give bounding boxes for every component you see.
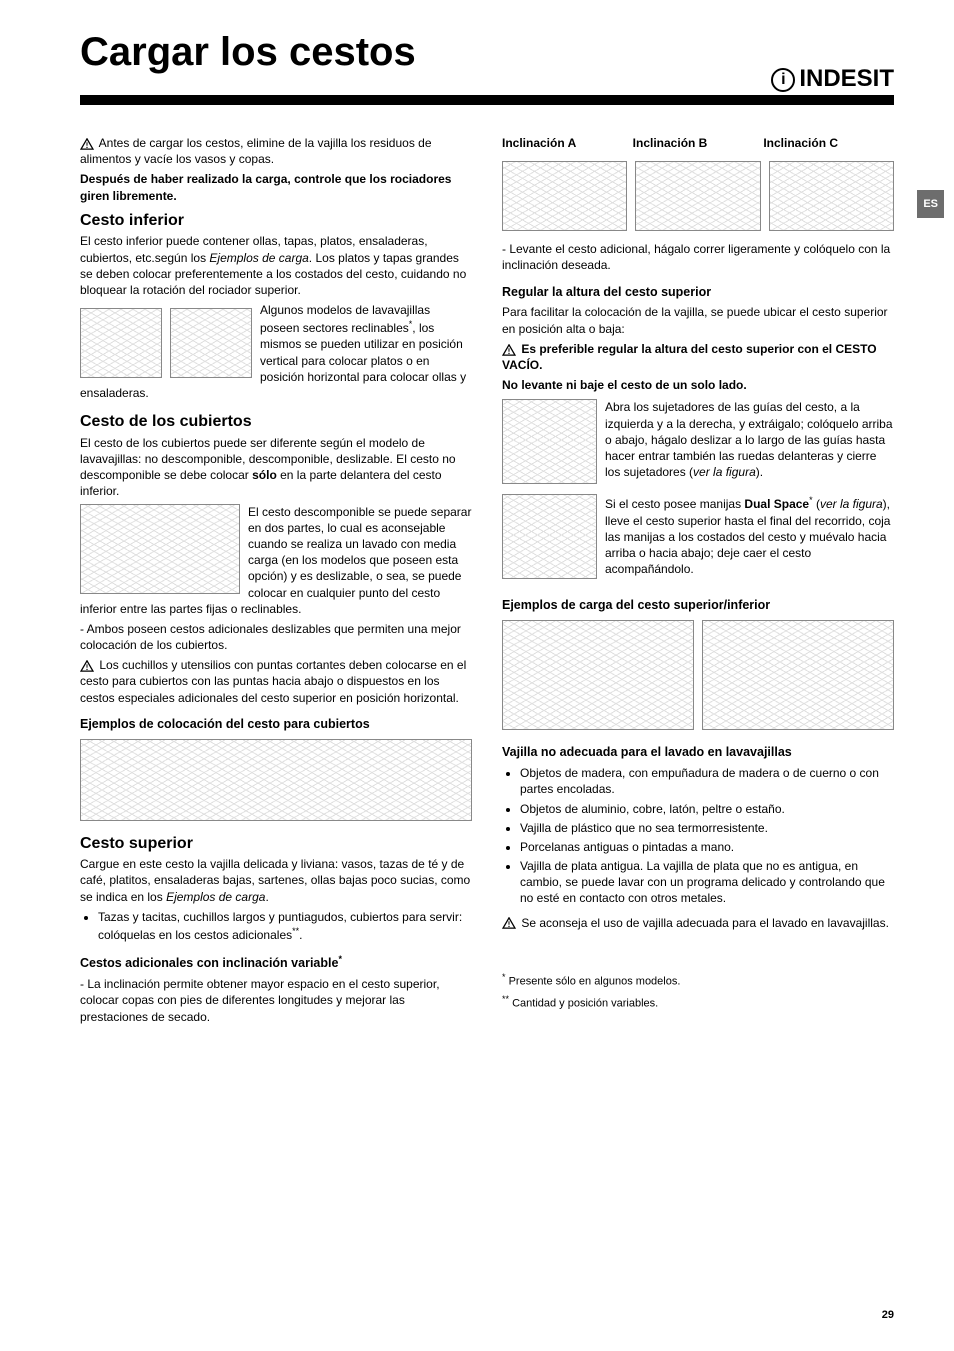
diagram-incline-a <box>502 161 627 231</box>
regular-text: Para facilitar la colocación de la vajil… <box>502 304 894 336</box>
warning-residuos: Antes de cargar los cestos, elimine de l… <box>80 135 472 167</box>
brand-logo: iINDESIT <box>771 65 894 93</box>
vajilla-item-1: Objetos de madera, con empuñadura de mad… <box>520 765 894 797</box>
diagram-carga-sup <box>502 620 694 730</box>
heading-vajilla-no-adecuada: Vajilla no adecuada para el lavado en la… <box>502 744 894 761</box>
incline-a-label: Inclinación A <box>502 135 633 151</box>
heading-ejemplos-cubiertos: Ejemplos de colocación del cesto para cu… <box>80 716 472 733</box>
heading-adicionales: Cestos adicionales con inclinación varia… <box>80 953 472 972</box>
footnotes: * Presente sólo en algunos modelos. ** C… <box>502 971 894 1012</box>
no-levante-text: No levante ni baje el cesto de un solo l… <box>502 377 894 393</box>
diagram-incline-c <box>769 161 894 231</box>
heading-ejemplos-carga: Ejemplos de carga del cesto superior/inf… <box>502 597 894 614</box>
cubiertos-p1: El cesto de los cubiertos puede ser dife… <box>80 435 472 500</box>
superior-bullet: Tazas y tacitas, cuchillos largos y punt… <box>98 909 472 943</box>
header-divider <box>80 95 894 105</box>
diagram-inferior-1 <box>80 308 162 378</box>
warning-vajilla: Se aconseja el uso de vajilla adecuada p… <box>502 915 894 931</box>
heading-cesto-superior: Cesto superior <box>80 833 472 855</box>
page-number: 29 <box>882 1309 894 1321</box>
vajilla-item-4: Porcelanas antiguas o pintadas a mano. <box>520 839 894 855</box>
heading-cesto-inferior: Cesto inferior <box>80 210 472 232</box>
diagram-carga-inf <box>702 620 894 730</box>
diagram-ejemplos-cubiertos <box>80 739 472 821</box>
diagram-cubiertos <box>80 504 240 594</box>
adicionales-text: - La inclinación permite obtener mayor e… <box>80 976 472 1025</box>
right-column: Inclinación A Inclinación B Inclinación … <box>502 135 894 1029</box>
diagram-dual-space <box>502 494 597 579</box>
cubiertos-p2: - Ambos poseen cestos adicionales desliz… <box>80 621 472 653</box>
warning-icon <box>502 917 516 929</box>
left-column: Antes de cargar los cestos, elimine de l… <box>80 135 472 1029</box>
vajilla-item-5: Vajilla de plata antigua. La vajilla de … <box>520 858 894 907</box>
incline-b-label: Inclinación B <box>633 135 764 151</box>
incline-text: - Levante el cesto adicional, hágalo cor… <box>502 241 894 273</box>
diagram-incline-b <box>635 161 760 231</box>
vajilla-item-2: Objetos de aluminio, cobre, latón, peltr… <box>520 801 894 817</box>
brand-icon: i <box>771 68 795 92</box>
warning-icon <box>502 344 516 356</box>
heading-regular-altura: Regular la altura del cesto superior <box>502 284 894 301</box>
warning-cuchillos: Los cuchillos y utensilios con puntas co… <box>80 657 472 706</box>
diagram-sujetadores <box>502 399 597 484</box>
warning-icon <box>80 660 94 672</box>
warning-icon <box>80 138 94 150</box>
superior-text: Cargue en este cesto la vajilla delicada… <box>80 856 472 905</box>
vajilla-item-3: Vajilla de plástico que no sea termorres… <box>520 820 894 836</box>
diagram-inferior-2 <box>170 308 252 378</box>
inferior-text: El cesto inferior puede contener ollas, … <box>80 233 472 298</box>
heading-cesto-cubiertos: Cesto de los cubiertos <box>80 411 472 433</box>
incline-c-label: Inclinación C <box>763 135 894 151</box>
bold-carga-note: Después de haber realizado la carga, con… <box>80 171 472 203</box>
language-tab: ES <box>917 190 944 218</box>
warning-regular: Es preferible regular la altura del cest… <box>502 341 894 373</box>
